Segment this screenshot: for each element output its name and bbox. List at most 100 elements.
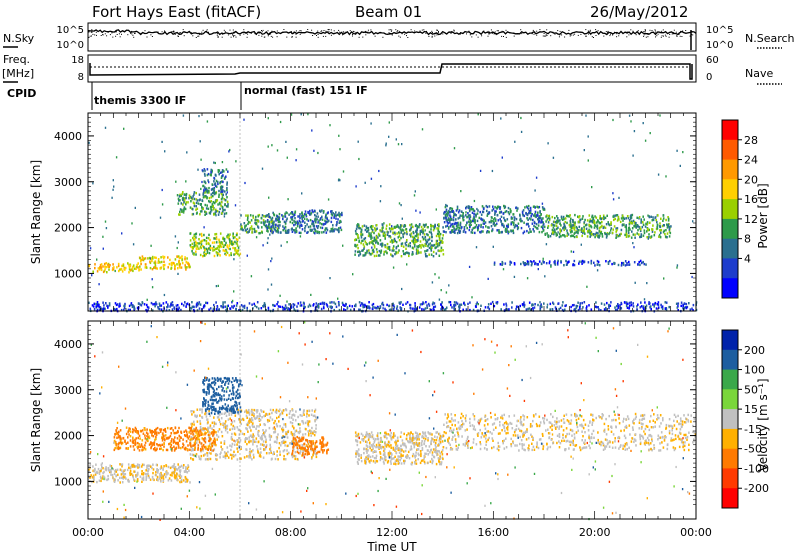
data-cell (537, 218, 539, 221)
data-cell (251, 416, 253, 420)
data-cell (622, 219, 624, 222)
data-cell (615, 230, 617, 233)
data-cell (176, 263, 178, 266)
noise-dot (453, 29, 455, 31)
noise-dot (606, 33, 607, 35)
noise-cell (587, 135, 589, 138)
data-cell (426, 304, 428, 307)
data-cell (576, 231, 579, 234)
data-cell (93, 470, 95, 473)
data-cell (315, 230, 317, 233)
data-cell (163, 267, 165, 271)
data-cell (656, 225, 658, 229)
noise-dot (291, 31, 292, 33)
data-cell (574, 231, 576, 234)
data-cell (153, 478, 155, 482)
data-cell (233, 304, 235, 308)
data-cell (338, 302, 340, 305)
data-cell (530, 218, 532, 221)
data-cell (420, 225, 423, 229)
data-cell (295, 221, 298, 224)
noise-dot (396, 31, 398, 33)
data-cell (302, 450, 304, 453)
noise-dot (92, 33, 94, 35)
data-cell (250, 219, 253, 222)
noise-dot (222, 33, 224, 35)
data-cell (368, 249, 370, 252)
noise-dot (643, 35, 645, 37)
data-cell (423, 308, 425, 311)
data-cell (389, 235, 391, 238)
data-cell (297, 448, 299, 451)
data-cell (376, 305, 379, 309)
data-cell (530, 230, 532, 233)
data-cell (222, 237, 224, 240)
noise-cell (174, 235, 177, 238)
data-cell (453, 303, 456, 307)
data-cell (282, 307, 285, 310)
data-cell (245, 214, 247, 217)
data-cell (427, 226, 429, 229)
data-cell (251, 458, 253, 461)
data-cell (255, 440, 257, 443)
data-cell (475, 215, 477, 218)
data-cell (381, 223, 384, 227)
mhz-label: [MHz] (2, 67, 34, 80)
data-cell (586, 230, 589, 233)
data-cell (240, 223, 242, 226)
data-cell (449, 215, 452, 218)
noise-dot (261, 31, 263, 33)
data-cell (611, 262, 613, 266)
data-cell (237, 450, 239, 453)
data-cell (338, 214, 341, 217)
data-cell (291, 221, 294, 225)
nsky-label: N.Sky (3, 32, 35, 45)
noise-dot (438, 31, 439, 33)
data-cell (335, 211, 337, 214)
data-cell (469, 222, 472, 225)
data-cell (662, 214, 665, 217)
data-cell (98, 268, 101, 271)
data-cell (354, 253, 356, 256)
data-cell (630, 236, 633, 239)
noise-dot (616, 33, 618, 35)
data-cell (230, 240, 233, 243)
data-cell (208, 190, 210, 193)
noise-dot (320, 30, 322, 32)
data-cell (163, 465, 165, 468)
data-cell (548, 218, 551, 222)
data-cell (634, 222, 637, 225)
noise-cell (450, 210, 452, 213)
data-cell (330, 210, 332, 213)
data-cell (666, 223, 668, 226)
data-cell (459, 214, 462, 217)
noise-dot (676, 35, 678, 37)
data-cell (204, 412, 206, 416)
data-cell (234, 414, 237, 417)
data-cell (165, 464, 167, 467)
data-cell (523, 230, 526, 233)
data-cell (284, 212, 286, 215)
data-cell (266, 227, 269, 230)
data-cell (614, 214, 617, 217)
data-cell (514, 223, 517, 227)
data-cell (435, 234, 438, 238)
data-cell (620, 301, 622, 305)
data-cell (595, 216, 598, 219)
data-cell (539, 304, 542, 307)
noise-cell (146, 298, 148, 301)
noise-dot (655, 32, 657, 34)
noise-dot (497, 30, 499, 32)
data-cell (245, 231, 248, 234)
data-cell (176, 304, 179, 307)
data-cell (593, 261, 595, 264)
data-cell (338, 230, 340, 234)
data-cell (383, 253, 385, 256)
data-cell (216, 306, 219, 309)
noise-cell (151, 278, 153, 281)
data-cell (331, 227, 334, 230)
data-cell (462, 212, 464, 215)
data-cell (385, 250, 387, 253)
noise-cell (657, 173, 660, 176)
data-cell (141, 463, 144, 466)
